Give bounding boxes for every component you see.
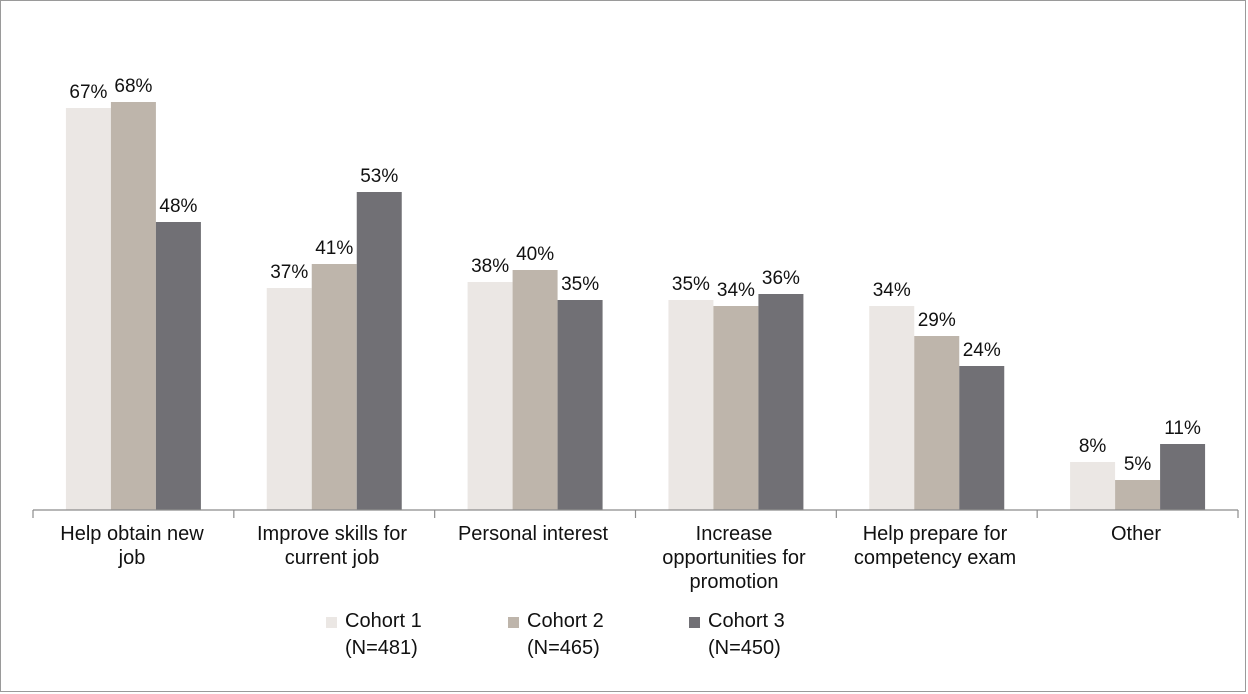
value-label-increase-opportunities-cohort-3: 36% [762,268,800,289]
value-label-increase-opportunities-cohort-2: 34% [717,280,755,301]
value-label-other-cohort-2: 5% [1124,454,1152,475]
bar-increase-opportunities-cohort-1 [668,300,714,510]
category-label-help-prepare-exam: Help prepare for competency exam [853,523,1017,569]
value-label-personal-interest-cohort-2: 40% [516,244,554,265]
bar-improve-skills-cohort-1 [266,288,312,510]
bar-help-obtain-new-job-cohort-3 [155,222,201,510]
value-labels-group: 67% 68% 48% 37% 41% 53% 38% 40% 35% 35% 34% 36% 34% 2… [69,76,1201,475]
value-label-personal-interest-cohort-3: 35% [561,274,599,295]
bar-increase-opportunities-cohort-3 [758,294,804,510]
value-label-help-prepare-exam-cohort-2: 29% [918,310,956,331]
category-label-improve-skills: Improve skills for current job [256,523,408,569]
bar-help-prepare-exam-cohort-3 [959,366,1005,510]
legend-n-cohort-2: (N=465) [527,637,600,659]
bar-help-prepare-exam-cohort-1 [869,306,915,510]
bar-personal-interest-cohort-2 [512,270,558,510]
bar-other-cohort-2 [1115,480,1161,510]
legend-label-cohort-3: Cohort 3 [708,610,785,632]
category-label-help-obtain-new-job: Help obtain new job [60,523,204,569]
category-label-other: Other [1110,523,1162,545]
legend-swatch-cohort-2 [508,617,519,628]
value-label-personal-interest-cohort-1: 38% [471,256,509,277]
legend-n-cohort-3: (N=450) [708,637,781,659]
value-label-help-obtain-new-job-cohort-2: 68% [114,76,152,97]
bar-increase-opportunities-cohort-2 [713,306,759,510]
legend-swatch-cohort-1 [326,617,337,628]
value-label-other-cohort-3: 11% [1164,418,1201,439]
value-label-help-prepare-exam-cohort-1: 34% [873,280,911,301]
bar-personal-interest-cohort-1 [467,282,513,510]
bars-group [65,102,1206,510]
legend-label-cohort-2: Cohort 2 [527,610,604,632]
bar-improve-skills-cohort-2 [311,264,357,510]
bar-help-prepare-exam-cohort-2 [914,336,960,510]
bar-help-obtain-new-job-cohort-2 [110,102,156,510]
value-label-other-cohort-1: 8% [1079,436,1107,457]
value-label-increase-opportunities-cohort-1: 35% [672,274,710,295]
legend-label-cohort-1: Cohort 1 [345,610,422,632]
value-label-help-prepare-exam-cohort-3: 24% [963,340,1001,361]
bar-other-cohort-1 [1070,462,1116,510]
bar-improve-skills-cohort-3 [356,192,402,510]
category-label-personal-interest: Personal interest [457,523,609,545]
x-axis-ticks [32,510,1239,518]
bar-other-cohort-3 [1160,444,1206,510]
value-label-improve-skills-cohort-2: 41% [315,238,353,259]
value-label-help-obtain-new-job-cohort-3: 48% [159,196,197,217]
legend-n-cohort-1: (N=481) [345,637,418,659]
bar-personal-interest-cohort-3 [557,300,603,510]
legend-swatch-cohort-3 [689,617,700,628]
value-label-improve-skills-cohort-1: 37% [270,262,308,283]
bar-help-obtain-new-job-cohort-1 [65,108,111,510]
value-label-improve-skills-cohort-3: 53% [360,166,398,187]
category-label-increase-opportunities: Increase opportunities for promotion [662,523,806,593]
value-label-help-obtain-new-job-cohort-1: 67% [69,82,107,103]
